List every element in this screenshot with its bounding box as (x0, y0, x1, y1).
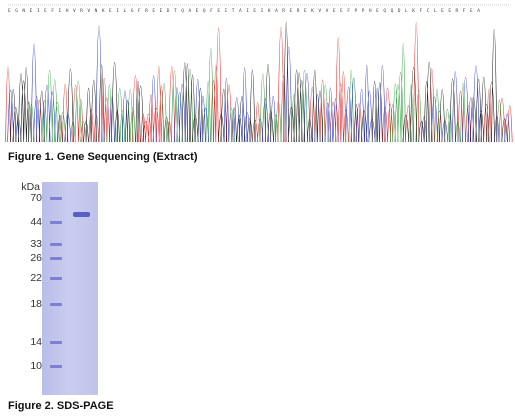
marker-label: 44 (30, 216, 42, 228)
figure-caption: Figure 1. Gene Sequencing (Extract) (8, 151, 198, 163)
ladder-band (50, 365, 62, 368)
figure-caption: Figure 2. SDS-PAGE (8, 400, 114, 412)
marker-label: 18 (30, 298, 42, 310)
gel-image (42, 182, 98, 395)
ladder-band (50, 303, 62, 306)
chromatogram (5, 4, 513, 143)
ladder-band (50, 221, 62, 224)
marker-label: 10 (30, 360, 42, 372)
trace (5, 22, 513, 143)
marker-label: 70 (30, 192, 42, 204)
sample-band (73, 212, 90, 217)
gel-lane-area (42, 182, 98, 395)
marker-label: 26 (30, 252, 42, 264)
ladder-band (50, 257, 62, 260)
unit-label: kDa (21, 181, 40, 193)
ladder-band (50, 197, 62, 200)
marker-label: 14 (30, 336, 42, 348)
marker-label: 33 (30, 238, 42, 250)
protein-sequence: E G N E I E F I H V R V N K E I L G F R … (8, 9, 481, 14)
ladder-band (50, 341, 62, 344)
marker-label: 22 (30, 272, 42, 284)
ladder-band (50, 277, 62, 280)
ladder-band (50, 243, 62, 246)
